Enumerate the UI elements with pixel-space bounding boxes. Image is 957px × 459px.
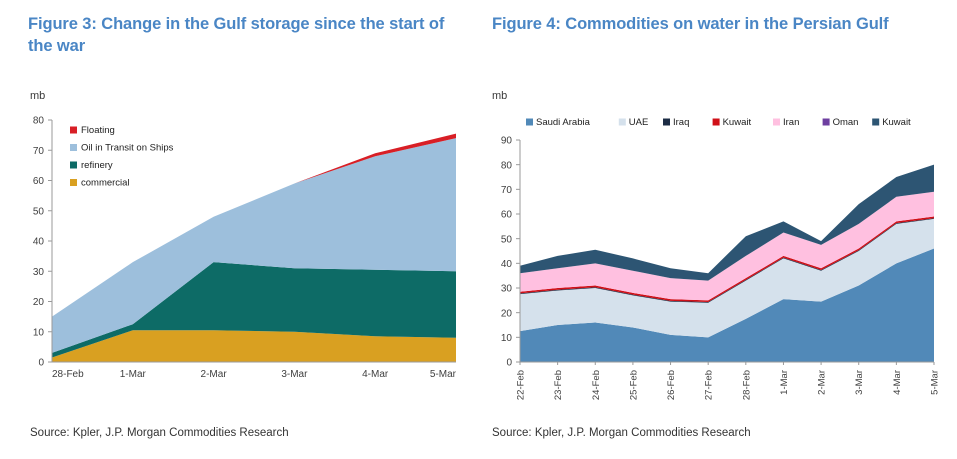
y-axis-tick-label: 30	[33, 267, 45, 278]
y-axis-tick-label: 70	[33, 146, 45, 157]
x-axis-tick-label: 1-Mar	[779, 370, 790, 395]
figure-4-title: Figure 4: Commodities on water in the Pe…	[492, 15, 889, 33]
x-axis-tick-label: 2-Mar	[201, 369, 228, 380]
y-axis-tick-label: 0	[38, 358, 44, 369]
figure-3-unit-label: mb	[30, 90, 46, 102]
legend-swatch-1-uae	[618, 118, 626, 126]
x-axis-tick-label: 4-Mar	[892, 370, 903, 395]
legend-label-1-uae: UAE	[629, 117, 649, 128]
area-series-iran	[520, 191, 934, 301]
y-axis-tick-label: 70	[501, 185, 513, 196]
x-axis-tick-label: 5-Mar	[930, 370, 941, 395]
legend-swatch-0-saudi-arabia	[526, 118, 533, 126]
y-axis-tick-label: 10	[33, 327, 45, 338]
y-axis-tick-label: 30	[501, 284, 513, 295]
figure-3-title: Figure 3: Change in the Gulf storage sin…	[28, 15, 445, 55]
x-axis-tick-label: 27-Feb	[704, 370, 715, 400]
legend-label-6-kuwait: Kuwait	[882, 117, 911, 128]
legend-label-4-iran: Iran	[783, 117, 799, 128]
y-axis-tick-label: 80	[33, 116, 45, 127]
y-axis-tick-label: 50	[501, 234, 513, 245]
y-axis-tick-label: 40	[501, 259, 513, 270]
legend-label-floating: Floating	[81, 125, 115, 136]
figure-3-source: Source: Kpler, J.P. Morgan Commodities R…	[30, 427, 289, 439]
area-series-kuwait	[520, 216, 934, 303]
area-series-saudi-arabia	[520, 248, 934, 362]
y-axis-tick-label: 0	[506, 358, 512, 369]
x-axis-tick-label: 4-Mar	[362, 369, 389, 380]
legend-swatch-2-iraq	[663, 118, 670, 126]
x-axis-tick-label: 26-Feb	[666, 370, 677, 400]
x-axis-tick-label: 22-Feb	[516, 370, 527, 400]
legend-swatch-commercial	[70, 179, 77, 186]
y-axis-tick-label: 40	[33, 237, 45, 248]
x-axis-tick-label: 25-Feb	[628, 370, 639, 400]
area-series-oil-in-transit-on-ships	[52, 138, 456, 353]
figure-3-panel: Figure 3: Change in the Gulf storage sin…	[0, 0, 478, 459]
x-axis-tick-label: 28-Feb	[741, 370, 752, 400]
figure-4-panel: Figure 4: Commodities on water in the Pe…	[478, 0, 956, 459]
figure-3-chart: 0 10 20 30 40 50 60 70 80 28-Feb 1-Mar 2-Mar 3-Mar 4-…	[0, 112, 478, 387]
x-axis-tick-label: 5-Mar	[430, 369, 457, 380]
figure-4-chart: 0 10 20 30 40 50 60 70 80 90 22-Feb 23-Feb 24-Feb 25-…	[478, 112, 956, 402]
y-axis-tick-label: 20	[501, 308, 513, 319]
y-axis-tick-label: 90	[501, 136, 513, 147]
legend-swatch-5-oman	[822, 118, 830, 126]
area-series-refinery	[52, 262, 456, 358]
legend-label-oil-in-transit-on-ships: Oil in Transit on Ships	[81, 143, 174, 154]
y-axis-tick-label: 60	[501, 210, 513, 221]
legend-label-2-iraq: Iraq	[673, 117, 689, 128]
legend-swatch-refinery	[70, 161, 77, 169]
legend-swatch-floating	[70, 126, 77, 134]
area-series-uae	[520, 218, 934, 338]
figure-4-source: Source: Kpler, J.P. Morgan Commodities R…	[492, 427, 751, 439]
x-axis-tick-label: 23-Feb	[553, 370, 564, 400]
y-axis-tick-label: 10	[501, 333, 513, 344]
legend-label-5-oman: Oman	[833, 117, 859, 128]
y-axis-tick-label: 60	[33, 176, 45, 187]
x-axis-tick-label: 2-Mar	[817, 370, 828, 395]
legend-swatch-3-kuwait	[712, 118, 720, 126]
y-axis-tick-label: 80	[501, 160, 513, 171]
legend-label-3-kuwait: Kuwait	[723, 117, 752, 128]
x-axis-tick-label: 3-Mar	[281, 369, 308, 380]
legend-swatch-6-kuwait	[872, 118, 880, 126]
x-axis-tick-label: 1-Mar	[120, 369, 147, 380]
x-axis-tick-label: 3-Mar	[854, 370, 865, 395]
legend-label-refinery: refinery	[81, 160, 113, 171]
figure-4-unit-label: mb	[492, 90, 508, 102]
y-axis-tick-label: 20	[33, 297, 45, 308]
area-series-commercial	[52, 330, 456, 362]
area-series-kuwait	[520, 164, 934, 281]
legend-swatch-oil-in-transit-on-ships	[70, 144, 77, 151]
x-axis-tick-label: 28-Feb	[52, 369, 84, 380]
legend-swatch-4-iran	[773, 118, 780, 126]
legend-label-commercial: commercial	[81, 178, 130, 189]
x-axis-tick-label: 24-Feb	[591, 370, 602, 400]
legend-label-0-saudi-arabia: Saudi Arabia	[536, 117, 591, 128]
y-axis-tick-label: 50	[33, 206, 45, 217]
